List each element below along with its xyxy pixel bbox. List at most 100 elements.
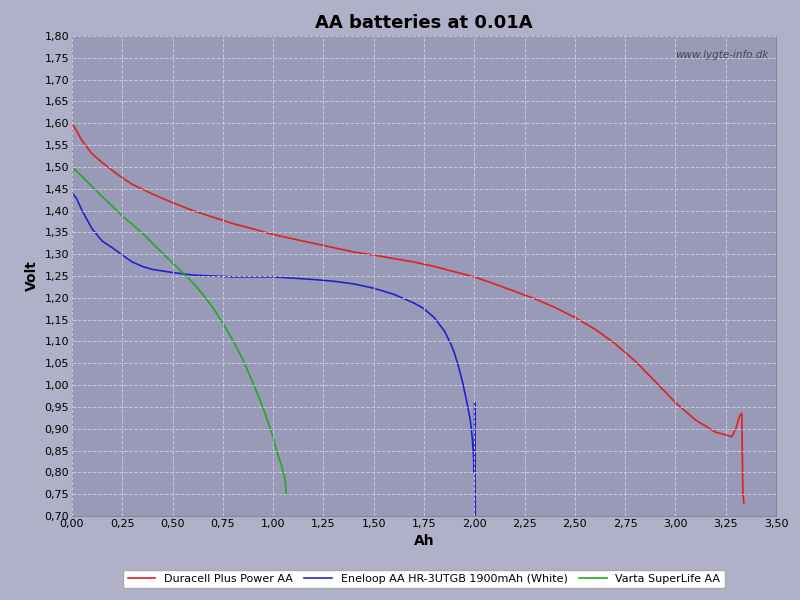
Eneloop AA HR-3UTGB 1900mAh (White) [228,273,238,280]
Duracell Plus Power AA [490,280,499,287]
Varta SuperLife AA [282,491,291,498]
Varta SuperLife AA [258,404,268,412]
Line: Duracell Plus Power AA: Duracell Plus Power AA [72,123,744,503]
Duracell Plus Power AA [470,273,479,280]
Eneloop AA HR-3UTGB 1900mAh (White) [369,284,378,292]
Eneloop AA HR-3UTGB 1900mAh (White) [454,362,463,369]
Eneloop AA HR-3UTGB 1900mAh (White) [430,314,439,321]
Duracell Plus Power AA [309,239,318,247]
Duracell Plus Power AA [228,220,238,227]
Duracell Plus Power AA [430,263,439,270]
Duracell Plus Power AA [349,248,358,256]
Eneloop AA HR-3UTGB 1900mAh (White) [470,469,479,476]
Eneloop AA HR-3UTGB 1900mAh (White) [98,238,107,245]
Duracell Plus Power AA [168,199,178,206]
Eneloop AA HR-3UTGB 1900mAh (White) [389,291,398,298]
Duracell Plus Power AA [329,244,338,251]
Duracell Plus Power AA [389,255,398,262]
Duracell Plus Power AA [450,268,459,275]
Duracell Plus Power AA [737,410,746,417]
Varta SuperLife AA [276,461,286,468]
Eneloop AA HR-3UTGB 1900mAh (White) [67,190,77,197]
Duracell Plus Power AA [570,314,580,321]
Duracell Plus Power AA [690,416,700,424]
Eneloop AA HR-3UTGB 1900mAh (White) [309,276,318,283]
Varta SuperLife AA [107,203,117,210]
Duracell Plus Power AA [369,251,378,259]
Varta SuperLife AA [158,250,167,257]
Duracell Plus Power AA [630,358,640,365]
Varta SuperLife AA [281,476,290,484]
Duracell Plus Power AA [409,259,418,266]
Duracell Plus Power AA [530,295,539,302]
Varta SuperLife AA [78,173,87,180]
X-axis label: Ah: Ah [414,535,434,548]
Eneloop AA HR-3UTGB 1900mAh (White) [78,207,87,214]
Varta SuperLife AA [228,337,238,344]
Duracell Plus Power AA [87,150,97,157]
Line: Eneloop AA HR-3UTGB 1900mAh (White): Eneloop AA HR-3UTGB 1900mAh (White) [72,193,475,516]
Eneloop AA HR-3UTGB 1900mAh (White) [118,251,127,259]
Duracell Plus Power AA [188,207,198,214]
Duracell Plus Power AA [268,231,278,238]
Varta SuperLife AA [138,230,147,237]
Duracell Plus Power AA [739,499,749,506]
Line: Varta SuperLife AA: Varta SuperLife AA [72,167,286,494]
Eneloop AA HR-3UTGB 1900mAh (White) [467,435,477,442]
Duracell Plus Power AA [78,137,87,145]
Eneloop AA HR-3UTGB 1900mAh (White) [458,377,467,385]
Duracell Plus Power AA [731,425,741,433]
Eneloop AA HR-3UTGB 1900mAh (White) [470,399,479,406]
Text: www.lygte-info.dk: www.lygte-info.dk [675,50,769,61]
Varta SuperLife AA [127,221,137,228]
Legend: Duracell Plus Power AA, Eneloop AA HR-3UTGB 1900mAh (White), Varta SuperLife AA: Duracell Plus Power AA, Eneloop AA HR-3U… [123,569,725,589]
Varta SuperLife AA [87,183,97,190]
Eneloop AA HR-3UTGB 1900mAh (White) [469,448,478,455]
Varta SuperLife AA [148,239,158,247]
Eneloop AA HR-3UTGB 1900mAh (White) [208,272,218,280]
Eneloop AA HR-3UTGB 1900mAh (White) [446,339,455,346]
Duracell Plus Power AA [650,378,660,385]
Eneloop AA HR-3UTGB 1900mAh (White) [289,275,298,282]
Duracell Plus Power AA [98,159,107,166]
Eneloop AA HR-3UTGB 1900mAh (White) [87,225,97,232]
Varta SuperLife AA [272,449,282,457]
Varta SuperLife AA [218,320,228,327]
Eneloop AA HR-3UTGB 1900mAh (White) [466,416,475,424]
Duracell Plus Power AA [550,304,559,311]
Duracell Plus Power AA [670,399,680,406]
Varta SuperLife AA [188,279,198,286]
Eneloop AA HR-3UTGB 1900mAh (White) [329,278,338,285]
Duracell Plus Power AA [248,225,258,232]
Varta SuperLife AA [198,291,207,298]
Duracell Plus Power AA [127,181,137,188]
Duracell Plus Power AA [610,340,620,347]
Varta SuperLife AA [268,434,278,441]
Eneloop AA HR-3UTGB 1900mAh (White) [188,272,198,279]
Eneloop AA HR-3UTGB 1900mAh (White) [470,512,480,520]
Duracell Plus Power AA [107,167,117,174]
Duracell Plus Power AA [148,190,158,197]
Varta SuperLife AA [71,167,81,174]
Duracell Plus Power AA [510,287,519,295]
Varta SuperLife AA [178,269,187,276]
Varta SuperLife AA [248,379,258,386]
Varta SuperLife AA [67,163,77,170]
Eneloop AA HR-3UTGB 1900mAh (White) [107,244,117,251]
Eneloop AA HR-3UTGB 1900mAh (White) [168,269,178,276]
Eneloop AA HR-3UTGB 1900mAh (White) [409,299,418,307]
Varta SuperLife AA [118,212,127,220]
Duracell Plus Power AA [71,126,81,133]
Varta SuperLife AA [168,259,178,266]
Duracell Plus Power AA [735,412,745,419]
Varta SuperLife AA [208,304,218,311]
Eneloop AA HR-3UTGB 1900mAh (White) [419,305,429,313]
Eneloop AA HR-3UTGB 1900mAh (White) [450,349,459,356]
Eneloop AA HR-3UTGB 1900mAh (White) [148,266,158,273]
Duracell Plus Power AA [289,235,298,242]
Duracell Plus Power AA [727,433,737,440]
Eneloop AA HR-3UTGB 1900mAh (White) [349,280,358,287]
Eneloop AA HR-3UTGB 1900mAh (White) [127,259,137,266]
Duracell Plus Power AA [208,214,218,221]
Duracell Plus Power AA [67,119,77,127]
